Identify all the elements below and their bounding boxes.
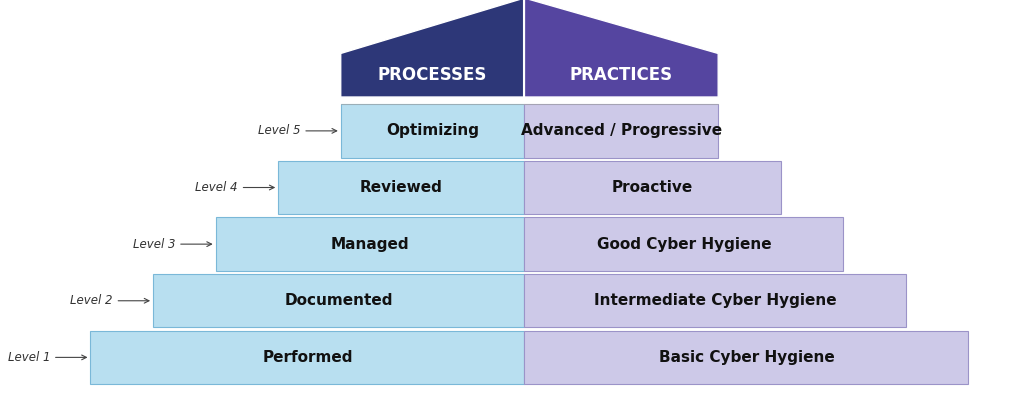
Text: Basic Cyber Hygiene: Basic Cyber Hygiene: [658, 350, 835, 365]
FancyBboxPatch shape: [524, 161, 780, 214]
Text: Intermediate Cyber Hygiene: Intermediate Cyber Hygiene: [594, 293, 837, 308]
FancyBboxPatch shape: [524, 274, 906, 327]
Text: Reviewed: Reviewed: [359, 180, 442, 195]
FancyBboxPatch shape: [524, 104, 718, 158]
Text: Performed: Performed: [262, 350, 352, 365]
Text: Level 4: Level 4: [196, 181, 274, 194]
Text: Documented: Documented: [285, 293, 393, 308]
Text: Level 2: Level 2: [70, 294, 148, 307]
FancyBboxPatch shape: [216, 217, 524, 271]
Text: Level 3: Level 3: [133, 238, 212, 251]
FancyBboxPatch shape: [279, 161, 524, 214]
Text: Level 5: Level 5: [258, 124, 337, 137]
FancyBboxPatch shape: [524, 331, 969, 384]
Text: Level 1: Level 1: [7, 351, 86, 364]
Text: Good Cyber Hygiene: Good Cyber Hygiene: [597, 237, 771, 251]
Text: Optimizing: Optimizing: [386, 124, 479, 138]
Text: Advanced / Progressive: Advanced / Progressive: [521, 124, 722, 138]
Polygon shape: [524, 0, 718, 97]
FancyBboxPatch shape: [341, 104, 524, 158]
Text: PROCESSES: PROCESSES: [378, 66, 487, 84]
Text: PRACTICES: PRACTICES: [569, 66, 673, 84]
FancyBboxPatch shape: [153, 274, 524, 327]
FancyBboxPatch shape: [524, 217, 844, 271]
Text: Proactive: Proactive: [612, 180, 693, 195]
Polygon shape: [341, 0, 524, 97]
Text: Managed: Managed: [331, 237, 410, 251]
FancyBboxPatch shape: [90, 331, 524, 384]
